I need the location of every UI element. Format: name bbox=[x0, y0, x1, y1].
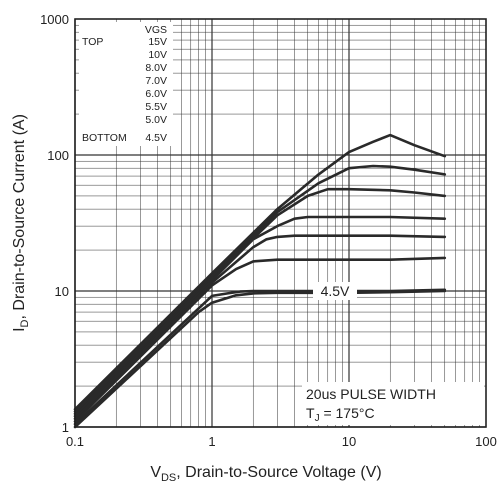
series-line-15v bbox=[73, 133, 447, 411]
legend-entry-6v: 6.0V bbox=[145, 88, 167, 100]
x-axis-title: VDS, Drain-to-Source Voltage (V) bbox=[150, 464, 381, 484]
y-tick-label: 1000 bbox=[40, 12, 69, 27]
x-tick-label: 100 bbox=[475, 434, 497, 449]
x-axis-title-sub: DS bbox=[161, 472, 176, 484]
x-tick-label: 1 bbox=[208, 434, 215, 449]
legend: VGS TOP 15V 10V 8.0V 7.0V 6.0V 5.5V 5.0V… bbox=[82, 24, 167, 144]
series-line-5-5v bbox=[73, 256, 447, 423]
y-axis-title-sub: D bbox=[19, 319, 31, 327]
legend-top-label: TOP bbox=[82, 36, 103, 48]
legend-header: VGS bbox=[145, 24, 167, 36]
y-tick-label: 1 bbox=[62, 420, 69, 435]
legend-entry-4-5v: 4.5V bbox=[145, 132, 167, 144]
annotation-tj: TJ = 175°C bbox=[306, 405, 375, 424]
annotation-tj-main: T bbox=[306, 405, 315, 421]
y-tick-label: 100 bbox=[47, 148, 69, 163]
annotation-tj-rest: = 175°C bbox=[320, 405, 375, 421]
annotation-background bbox=[302, 382, 484, 425]
series-line-6-0v bbox=[73, 234, 447, 420]
series-line-7-0v bbox=[73, 215, 447, 418]
x-tick-label: 0.1 bbox=[66, 434, 84, 449]
y-axis-title: ID, Drain-to-Source Current (A) bbox=[11, 114, 31, 332]
legend-entry-5v: 5.0V bbox=[145, 114, 167, 126]
y-axis-title-rest: , Drain-to-Source Current (A) bbox=[11, 114, 28, 319]
curve-label-4-5v: 4.5V bbox=[321, 283, 350, 299]
grid-layer bbox=[74, 19, 486, 428]
series-line-8-0v bbox=[73, 187, 447, 416]
legend-entry-8v: 8.0V bbox=[145, 62, 167, 74]
legend-entry-7v: 7.0V bbox=[145, 75, 167, 87]
series-layer bbox=[73, 133, 447, 429]
series-line-10v bbox=[73, 164, 447, 413]
x-axis-title-main: V bbox=[150, 464, 161, 481]
annotation-pulse-width: 20us PULSE WIDTH bbox=[306, 386, 436, 402]
legend-entry-5-5v: 5.5V bbox=[145, 101, 167, 113]
y-tick-label: 10 bbox=[55, 284, 69, 299]
annotation-tj-sub: J bbox=[315, 413, 320, 424]
legend-entry-15v: 15V bbox=[148, 36, 167, 48]
plot-frame bbox=[74, 18, 487, 428]
x-axis-title-rest: , Drain-to-Source Voltage (V) bbox=[176, 464, 381, 481]
curve-label-background bbox=[313, 282, 357, 300]
x-tick-label: 10 bbox=[342, 434, 356, 449]
legend-entry-10v: 10V bbox=[148, 49, 167, 61]
legend-background bbox=[79, 22, 173, 146]
series-line-5-0v bbox=[73, 288, 447, 426]
series-line-4-5v bbox=[73, 289, 447, 429]
y-axis-title-main: I bbox=[11, 327, 28, 331]
legend-bottom-label: BOTTOM bbox=[82, 132, 127, 144]
